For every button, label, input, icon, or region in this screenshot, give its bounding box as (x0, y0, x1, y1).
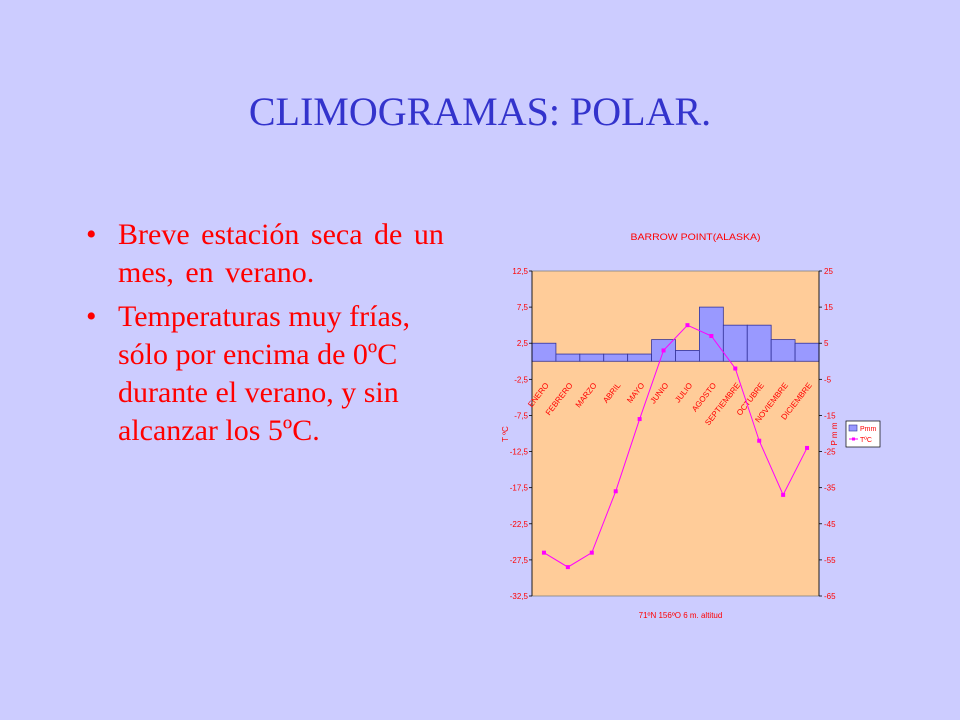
temperature-point (757, 438, 762, 443)
right-axis-tick-label: -15 (824, 411, 836, 420)
bullet-list: • Breve estación seca de un mes, en vera… (80, 216, 460, 456)
right-axis-tick-label: -5 (824, 375, 832, 384)
precip-bar (531, 342, 557, 362)
legend-label-precip: Pmm (860, 426, 877, 433)
slide-title-text: CLIMOGRAMAS: POLAR. (248, 89, 712, 134)
temperature-point (661, 348, 666, 353)
temperature-point (733, 366, 738, 371)
temperature-point (685, 323, 690, 328)
chart-title: BARROW POINT(ALASKA) (631, 232, 761, 242)
temperature-line (543, 324, 808, 568)
left-axis-tick-label: -12,5 (510, 448, 529, 457)
left-axis-tick-label: 2,5 (517, 339, 529, 348)
precip-bar (675, 350, 700, 362)
temperature-point (709, 334, 714, 338)
temperature-point (805, 445, 810, 450)
right-axis-title: P m m (830, 422, 839, 445)
temperature-point (565, 565, 570, 570)
left-axis-title: T ºC (501, 426, 510, 442)
plot-area (531, 270, 820, 597)
left-axis-tick-label: -27,5 (510, 556, 529, 565)
precip-bar (722, 324, 748, 362)
right-axis-tick-label: -35 (824, 484, 836, 493)
temperature-point (637, 417, 642, 422)
temperature-point (781, 492, 786, 497)
bullet-item: • Breve estación seca de un mes, en vera… (80, 216, 460, 292)
right-axis-tick-label: -25 (824, 448, 836, 457)
right-axis-tick-label: 25 (824, 267, 833, 276)
right-axis-tick-label: 15 (824, 303, 833, 312)
right-axis-tick-label: -55 (824, 556, 836, 565)
bullet-text: Breve estación seca de un mes, en verano… (118, 218, 444, 289)
left-axis-tick-label: -32,5 (510, 592, 529, 601)
right-axis-tick-label: -45 (824, 520, 836, 529)
left-axis-tick-label: -22,5 (510, 520, 529, 529)
precip-bar (770, 339, 796, 362)
slide-title: CLIMOGRAMAS: POLAR. (0, 88, 960, 135)
left-axis-tick-label: -2,5 (514, 375, 528, 384)
precip-bar (746, 324, 772, 362)
precip-bar (794, 342, 820, 362)
chart-svg: BARROW POINT(ALASKA) 12,5 7,5 2,5 -2,5 -7,5 -1… (501, 232, 881, 620)
precip-bar (555, 353, 581, 362)
bullet-text: Temperaturas muy frías, sólo por encima … (118, 300, 410, 447)
bullet-marker: • (86, 218, 97, 251)
legend-swatch-temp-marker (852, 437, 855, 441)
bullet-item: • Temperaturas muy frías, sólo por encim… (80, 298, 460, 450)
precip-bar (603, 353, 629, 362)
right-axis-tick-label: -65 (824, 592, 836, 601)
legend-label-temp: TºC (860, 437, 872, 444)
left-axis-tick-label: -7,5 (514, 411, 528, 420)
legend-swatch-precip (848, 424, 858, 432)
precip-bar (579, 353, 605, 362)
precip-bar (627, 353, 652, 362)
left-axis-tick-label: -17,5 (510, 484, 529, 493)
chart-subtitle: 71ºN 156ºO 6 m. altitud (639, 611, 723, 620)
temperature-point (541, 550, 546, 555)
temperature-point (589, 550, 594, 555)
right-axis-tick-label: 5 (824, 339, 829, 348)
left-axis-tick-label: 12,5 (512, 267, 528, 276)
temperature-point (613, 489, 618, 494)
bullet-marker: • (86, 300, 97, 333)
left-axis-tick-label: 7,5 (517, 303, 529, 312)
climograph-chart: BARROW POINT(ALASKA) 12,5 7,5 2,5 -2,5 -7,5 -1… (496, 220, 896, 630)
